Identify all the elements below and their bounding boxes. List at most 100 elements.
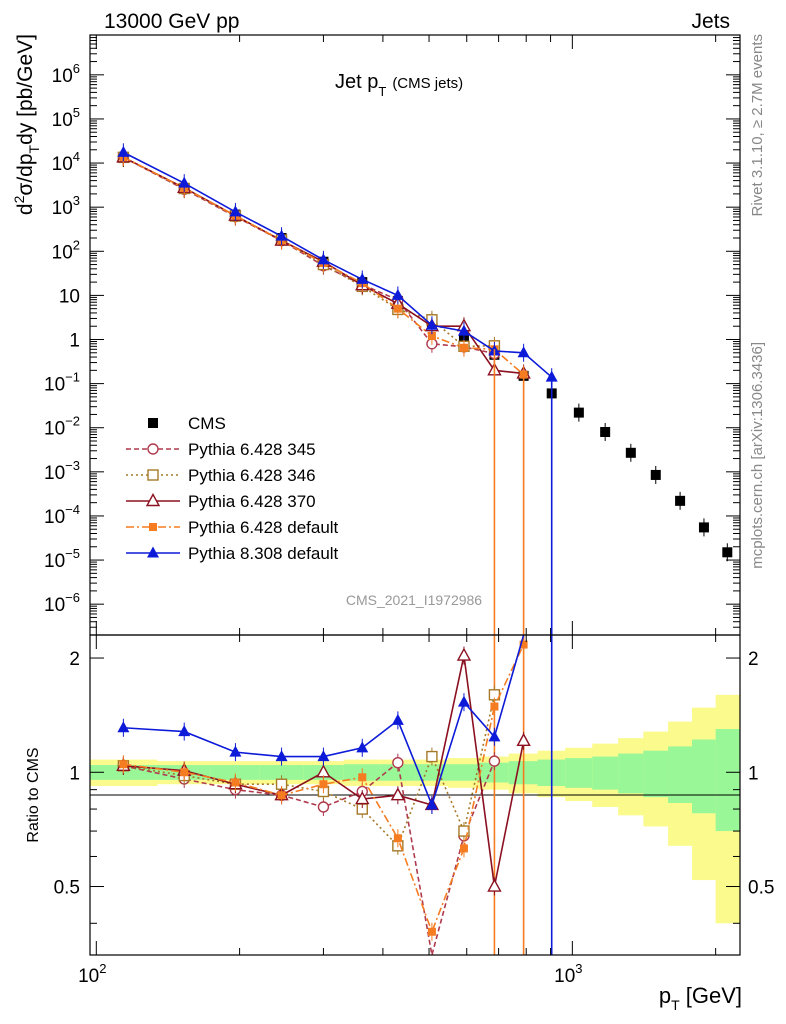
data-point — [391, 713, 404, 725]
band-inner-bin — [618, 753, 644, 794]
data-point — [358, 773, 367, 782]
data-point — [178, 725, 191, 737]
legend-marker — [147, 469, 159, 481]
series-ratio-4 — [117, 634, 525, 814]
y-tick-label-ratio: 1 — [69, 763, 80, 784]
data-point — [277, 791, 286, 800]
data-point — [488, 755, 501, 767]
data-point — [458, 825, 470, 837]
y-tick-label-main: 104 — [52, 149, 80, 175]
series-main-5 — [117, 143, 558, 387]
band-inner-bin — [565, 758, 593, 788]
plot-title-sub: T — [378, 84, 386, 99]
y-tick-label-main: 102 — [52, 237, 80, 263]
y-tick-label-main: 10−4 — [44, 502, 80, 528]
data-point — [457, 324, 470, 336]
data-point — [516, 732, 531, 747]
data-point — [650, 469, 661, 480]
legend-entry: Pythia 6.428 346 — [126, 466, 316, 485]
ratio-series-layer — [116, 634, 553, 956]
series-line — [123, 156, 525, 376]
legend-label: Pythia 6.428 346 — [188, 466, 316, 485]
side-label-top: Rivet 3.1.10, ≥ 2.7M events — [749, 34, 766, 217]
y-tick-label-main: 10 — [59, 286, 80, 307]
band-inner-bin — [715, 729, 741, 832]
legend-entry: CMS — [148, 414, 226, 433]
data-point — [427, 927, 436, 936]
ratio-frame — [89, 634, 741, 956]
data-point — [356, 741, 369, 753]
main-y-axis-label: d2σ/dpTdy [pb/GeV] — [11, 34, 42, 215]
data-point — [391, 288, 404, 300]
band-inner-bin — [668, 746, 693, 803]
y-tick-label-ratio-right: 2 — [748, 649, 759, 670]
data-point — [231, 778, 240, 787]
legend: CMS Pythia 6.428 345 Pythia 6.428 346 Pythi… — [126, 414, 339, 563]
legend-label: Pythia 6.428 default — [188, 518, 339, 537]
data-point — [426, 750, 438, 763]
legend-label: Pythia 8.308 default — [188, 544, 339, 563]
y-tick-label-ratio: 0.5 — [54, 878, 80, 899]
ratio-panel: 0.5 0.5 1 1 2 2 Ratio to CMS 102 103 pT [GeV] — [25, 634, 775, 1013]
data-point — [456, 647, 472, 661]
data-point — [600, 426, 611, 437]
data-point — [393, 304, 402, 313]
plot-title: Jet pT (CMS jets) — [335, 71, 463, 99]
data-point — [119, 760, 128, 769]
x-tick-label: 102 — [78, 961, 106, 987]
data-point — [317, 750, 330, 762]
y-tick-label-main: 103 — [52, 193, 80, 219]
data-point — [275, 229, 288, 241]
data-point — [519, 640, 528, 649]
main-panel: 10610510410310210110−110−210−310−410−510… — [11, 34, 741, 636]
legend-entry: Pythia 6.428 370 — [126, 492, 316, 511]
data-point — [390, 787, 406, 801]
data-point — [229, 205, 242, 217]
y-tick-label-main: 10−5 — [44, 546, 80, 572]
y-tick-label-main: 10−2 — [44, 414, 80, 440]
data-point — [319, 780, 328, 789]
data-point — [722, 547, 733, 558]
data-point — [229, 745, 242, 757]
y-tick-label-ratio-right: 1 — [748, 763, 759, 784]
plot-title-main: Jet p — [335, 71, 378, 93]
y-tick-label-main: 10−3 — [44, 458, 80, 484]
series-line — [123, 151, 553, 378]
series-line — [123, 156, 495, 355]
data-point — [117, 145, 130, 157]
series-ratio-3 — [119, 635, 528, 941]
data-point — [459, 844, 468, 853]
plot-title-paren: (CMS jets) — [392, 75, 463, 92]
x-tick-label: 103 — [554, 961, 582, 987]
data-point — [180, 768, 189, 777]
data-point — [459, 343, 468, 352]
ratio-y-tick-labels: 0.5 0.5 1 1 2 2 — [54, 649, 775, 898]
data-point — [317, 253, 330, 265]
header-right: Jets — [691, 10, 730, 33]
legend-label: Pythia 6.428 370 — [188, 492, 316, 511]
data-point — [698, 522, 709, 533]
legend-marker — [145, 493, 161, 507]
legend-label: Pythia 6.428 345 — [188, 440, 316, 459]
data-point — [490, 702, 499, 711]
data-point — [178, 176, 191, 188]
legend-marker — [149, 523, 157, 531]
analysis-label: CMS_2021_I1972986 — [346, 592, 482, 608]
data-point — [573, 407, 584, 418]
ratio-reference-band — [90, 694, 741, 924]
data-point — [355, 791, 370, 805]
ratio-ticks — [90, 635, 740, 955]
data-point — [517, 346, 530, 358]
series-line — [123, 760, 496, 956]
band-inner-bin — [692, 739, 717, 814]
ratio-y-axis-label: Ratio to CMS — [25, 747, 42, 842]
legend-entry: Pythia 6.428 345 — [126, 440, 316, 459]
legend-marker — [147, 443, 159, 455]
data-point — [317, 801, 330, 813]
x-axis-label: pT [GeV] — [659, 983, 742, 1013]
data-point — [425, 798, 438, 810]
y-tick-label-ratio-right: 0.5 — [748, 878, 774, 899]
data-point — [427, 332, 436, 341]
y-tick-label-main: 105 — [52, 105, 80, 131]
